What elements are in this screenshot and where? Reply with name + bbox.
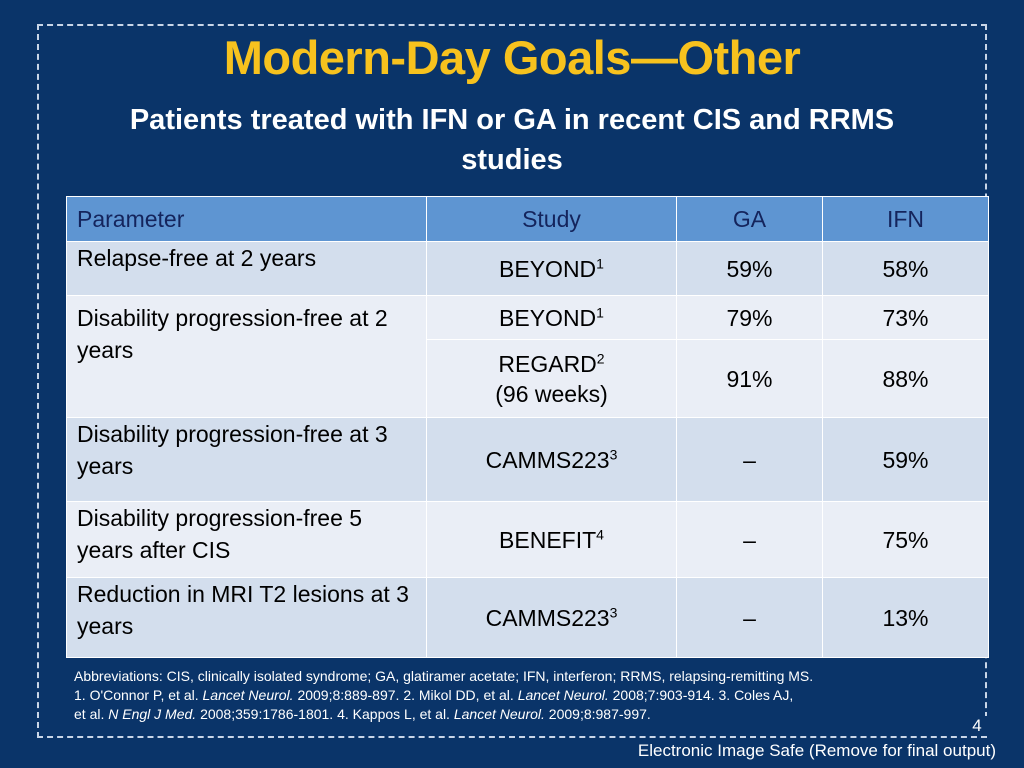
study-name: BENEFIT <box>499 526 597 553</box>
parameter-cell: Relapse-free at 2 years <box>66 241 427 296</box>
table-row: Disability progression-free at 3 years C… <box>66 417 989 502</box>
ga-value: 59% <box>676 241 823 296</box>
reference-marker: 3 <box>609 603 618 620</box>
journal-name: Lancet Neurol. <box>202 687 294 703</box>
reference-text: et al. <box>74 706 109 722</box>
ga-value: – <box>676 501 823 578</box>
ifn-value: 59% <box>822 417 989 502</box>
ga-value: – <box>676 577 823 658</box>
reference-text: 2008;359:1786-1801. 4. Kappos L, et al. <box>196 706 454 722</box>
reference-marker: 4 <box>596 525 604 542</box>
ifn-value: 75% <box>822 501 989 578</box>
table-header-row: Parameter Study GA IFN <box>66 196 989 242</box>
reference-marker: 3 <box>609 445 618 462</box>
results-table: Parameter Study GA IFN Relapse-free at 2… <box>66 196 989 658</box>
column-header-ifn: IFN <box>822 196 989 242</box>
reference-text: 2009;8:889-897. 2. Mikol DD, et al. <box>293 687 518 703</box>
study-cell: REGARD2 (96 weeks) <box>426 339 677 418</box>
slide-title: Modern-Day Goals—Other <box>223 31 801 84</box>
reference-marker: 1 <box>596 254 604 271</box>
references-line-1: 1. O'Connor P, et al. Lancet Neurol. 200… <box>74 686 974 705</box>
references-line-2: et al. N Engl J Med. 2008;359:1786-1801.… <box>74 705 974 724</box>
parameter-cell: Disability progression-free at 3 years <box>66 417 427 502</box>
study-cell: BEYOND1 <box>426 295 677 340</box>
ga-value: – <box>676 417 823 502</box>
study-note: (96 weeks) <box>495 380 608 407</box>
abbreviations: Abbreviations: CIS, clinically isolated … <box>74 668 814 684</box>
reference-text: 2009;8:987-997. <box>544 706 651 722</box>
study-name: REGARD <box>498 350 597 377</box>
table-row: Disability progression-free 5 years afte… <box>66 501 989 578</box>
study-name: CAMMS223 <box>485 604 610 631</box>
study-name: BEYOND <box>499 304 597 331</box>
column-header-study: Study <box>426 196 677 242</box>
table-row: Relapse-free at 2 years BEYOND1 59% 58% <box>66 241 989 296</box>
parameter-cell: Disability progression-free 5 years afte… <box>66 501 427 578</box>
reference-text: 2008;7:903-914. 3. Coles AJ, <box>608 687 794 703</box>
ifn-value: 88% <box>822 339 989 418</box>
parameter-cell: Disability progression-free at 2 years <box>66 295 427 418</box>
table-row: Reduction in MRI T2 lesions at 3 years C… <box>66 577 989 658</box>
column-header-parameter: Parameter <box>66 196 427 242</box>
reference-marker: 2 <box>596 349 605 366</box>
column-header-ga: GA <box>676 196 823 242</box>
study-cell: BENEFIT4 <box>426 501 677 578</box>
watermark-text: Electronic Image Safe (Remove for final … <box>637 741 996 760</box>
study-name: BEYOND <box>499 255 597 282</box>
table-row: Disability progression-free at 2 years B… <box>66 295 989 418</box>
journal-name: Lancet Neurol. <box>517 687 609 703</box>
journal-name: Lancet Neurol. <box>453 706 545 722</box>
ga-value: 79% <box>676 295 823 340</box>
ga-value: 91% <box>676 339 823 418</box>
ifn-value: 13% <box>822 577 989 658</box>
ifn-value: 73% <box>822 295 989 340</box>
reference-marker: 1 <box>596 303 604 320</box>
slide-subtitle: Patients treated with IFN or GA in recen… <box>129 104 895 176</box>
study-cell: CAMMS2233 <box>426 577 677 658</box>
ifn-value: 58% <box>822 241 989 296</box>
journal-name: N Engl J Med. <box>108 706 197 722</box>
page-number: 4 <box>962 716 992 736</box>
study-cell: CAMMS2233 <box>426 417 677 502</box>
study-cell: BEYOND1 <box>426 241 677 296</box>
study-name: CAMMS223 <box>485 446 610 473</box>
footnote: Abbreviations: CIS, clinically isolated … <box>74 667 974 724</box>
reference-text: 1. O'Connor P, et al. <box>74 687 203 703</box>
parameter-cell: Reduction in MRI T2 lesions at 3 years <box>66 577 427 658</box>
